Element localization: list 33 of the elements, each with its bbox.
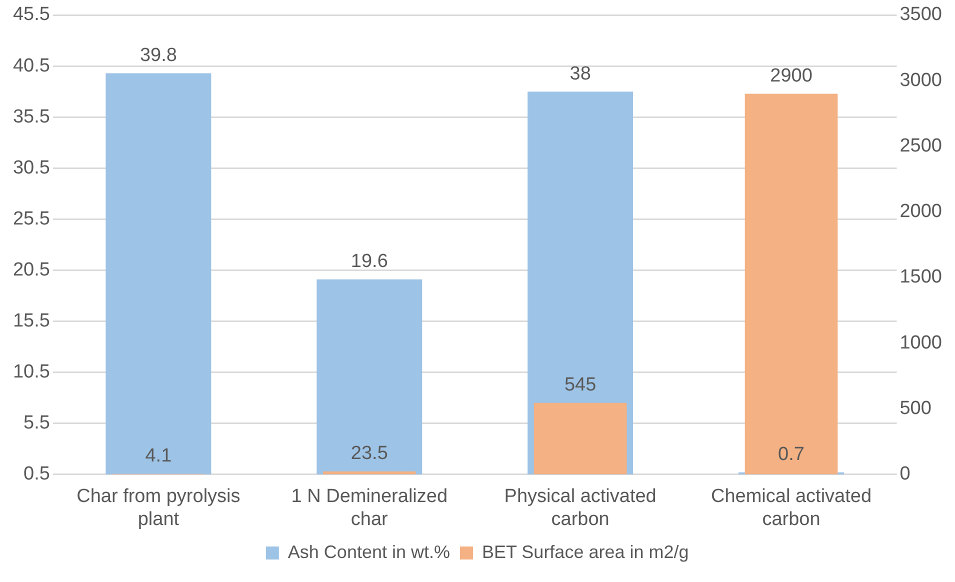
y2-tick-label: 2500 — [900, 135, 942, 156]
x-tick-label: Char from pyrolysis plant — [76, 486, 240, 530]
y-tick-label: 20.5 — [12, 259, 50, 280]
data-label: 19.6 — [350, 251, 388, 272]
y-tick-label: 5.5 — [24, 412, 50, 434]
y2-tick-label: 500 — [900, 398, 932, 420]
y-tick-label: 25.5 — [12, 208, 50, 230]
x-tick-label: Chemical activated carbon — [711, 486, 872, 530]
y-tick-label: 40.5 — [12, 55, 50, 76]
y-tick-label: 45.5 — [12, 4, 50, 26]
data-label: 545 — [564, 374, 596, 396]
x-tick-label: Physical activated carbon — [504, 486, 656, 530]
y2-tick-label: 2000 — [900, 201, 942, 222]
y2-tick-label: 0 — [900, 464, 910, 485]
y-tick-label: 15.5 — [12, 310, 50, 332]
y2-tick-label: 3000 — [900, 70, 942, 91]
y-tick-label: 30.5 — [12, 157, 50, 178]
data-label: 0.7 — [778, 444, 804, 466]
y2-tick-label: 1500 — [900, 266, 942, 288]
y2-tick-label: 1000 — [900, 332, 942, 354]
data-label: 38 — [570, 63, 591, 84]
y-tick-label: 10.5 — [12, 362, 50, 383]
legend-label: Ash Content in wt.% — [288, 542, 450, 562]
y-tick-label: 35.5 — [12, 106, 50, 128]
data-label: 2900 — [770, 65, 812, 86]
y-tick-label: 0.5 — [24, 464, 50, 485]
data-label: 23.5 — [350, 443, 388, 464]
bar — [534, 402, 627, 474]
data-label: 4.1 — [145, 446, 172, 467]
y2-tick-label: 3500 — [900, 4, 942, 26]
data-label: 39.8 — [140, 44, 177, 66]
x-tick-label: 1 N Demineralized char — [291, 486, 448, 530]
legend-label: BET Surface area in m2/g — [482, 542, 689, 562]
